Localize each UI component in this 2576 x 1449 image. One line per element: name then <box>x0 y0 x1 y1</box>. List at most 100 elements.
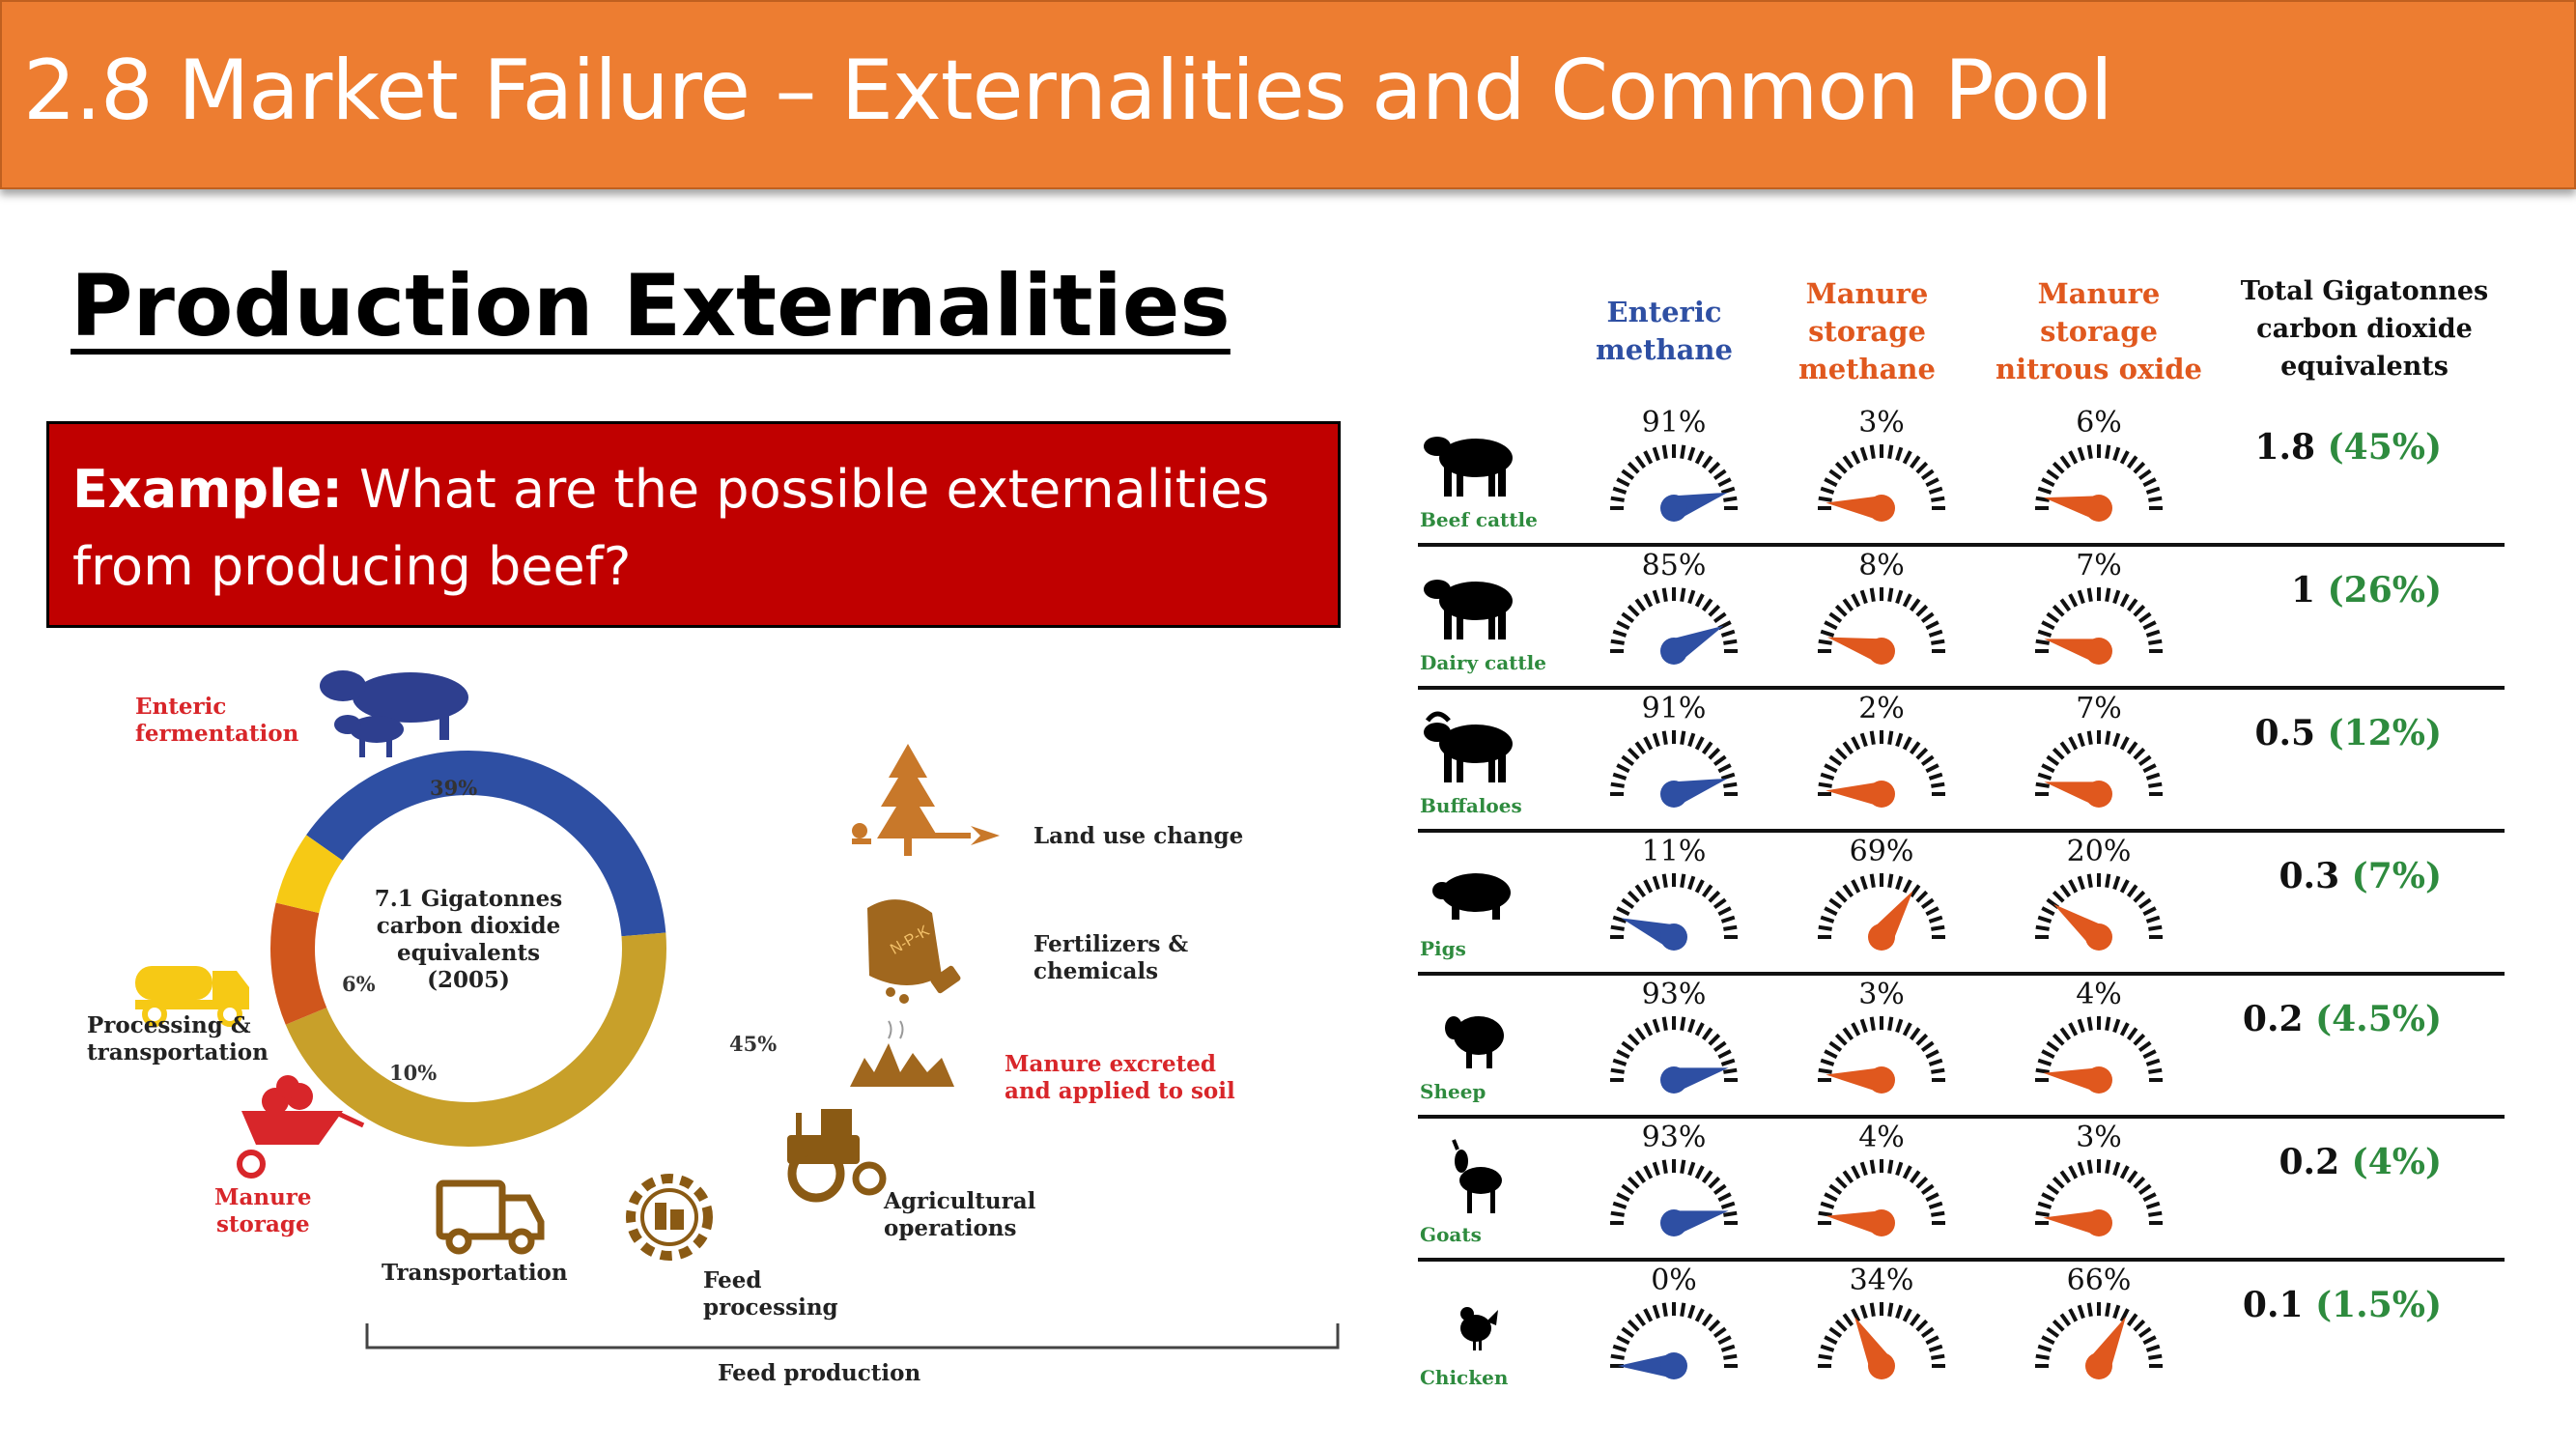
center-line-3: equivalents <box>397 940 540 966</box>
gauge-dial <box>2035 1302 2163 1379</box>
gauge-dial <box>1818 1159 1945 1236</box>
feed-processing-label: Feed processing <box>703 1267 838 1321</box>
total-value: 0.3 <box>2279 856 2352 896</box>
tractor-icon <box>787 1109 887 1203</box>
row-divider <box>1418 1115 2505 1119</box>
slice-processing <box>275 835 343 914</box>
gauge-dial <box>1818 1016 1945 1094</box>
percent-manure-nitrous: 6% <box>2076 406 2122 440</box>
percent-manure-methane: 34% <box>1849 1264 1914 1297</box>
example-box: Example: What are the possible externali… <box>46 421 1341 628</box>
percent-manure-nitrous: 7% <box>2076 549 2122 582</box>
total-emissions: 0.2 (4%) <box>2152 1142 2443 1182</box>
percent-manure-nitrous: 20% <box>2066 835 2132 868</box>
gauge-dial <box>1818 1302 1945 1379</box>
donut-chart <box>270 751 666 1147</box>
cow-icon <box>320 670 468 757</box>
manure-storage-label: Manure storage <box>214 1184 312 1237</box>
slide-title: 2.8 Market Failure – Externalities and C… <box>23 43 2113 139</box>
gauge-dial <box>2035 587 2163 665</box>
percent-manure-nitrous: 3% <box>2076 1121 2122 1154</box>
gauge-dial <box>1610 1016 1738 1094</box>
total-emissions: 0.5 (12%) <box>2152 713 2442 753</box>
tree-icon <box>852 744 1000 856</box>
section-heading: Production Externalities <box>71 256 1231 355</box>
goat-icon <box>1452 1139 1502 1213</box>
total-share: (12%) <box>2327 713 2442 753</box>
gauge-dial <box>1818 587 1945 665</box>
percent-manure-methane: 8% <box>1858 549 1905 582</box>
percent-manure-methane: 2% <box>1858 692 1905 725</box>
gauge-dial <box>1610 1302 1738 1379</box>
table-row: Pigs 11% 69% 20% 0.3 (7%) <box>1408 835 2500 978</box>
manure-excreted-label: Manure excreted and applied to soil <box>1005 1051 1235 1104</box>
percent-manure-methane: 3% <box>1858 978 1905 1011</box>
header-manure-methane: Manure storage methane <box>1798 277 1936 385</box>
slice-label-processing: 6% <box>342 972 376 996</box>
center-line-2: carbon dioxide <box>377 913 561 939</box>
land-use-label: Land use change <box>1033 823 1244 849</box>
total-share: (26%) <box>2327 570 2442 611</box>
gauge-dial <box>1610 730 1738 808</box>
percent-enteric: 0% <box>1651 1264 1697 1297</box>
total-value: 1.8 <box>2254 427 2328 468</box>
total-share: (4.5%) <box>2315 999 2442 1039</box>
gauge-dial <box>1818 873 1945 951</box>
feed-production-label: Feed production <box>718 1360 921 1386</box>
row-divider <box>1418 1258 2505 1262</box>
animal-label: Goats <box>1420 1223 1482 1246</box>
slice-label-feed: 45% <box>729 1032 777 1056</box>
percent-enteric: 85% <box>1641 549 1707 582</box>
gauge-dial <box>1610 587 1738 665</box>
manure-soil-icon <box>850 1020 954 1087</box>
gauge-dial <box>1610 1159 1738 1236</box>
animal-label: Pigs <box>1420 937 1466 960</box>
pig-icon <box>1432 873 1511 920</box>
title-bar: 2.8 Market Failure – Externalities and C… <box>0 0 2576 189</box>
header-enteric: Enteric methane <box>1596 296 1733 366</box>
sheep-icon <box>1445 1016 1504 1068</box>
row-divider <box>1418 686 2505 690</box>
table-row: Goats 93% 4% 3% 0.2 (4%) <box>1408 1121 2500 1264</box>
total-share: (7%) <box>2351 856 2442 896</box>
percent-enteric: 93% <box>1641 978 1707 1011</box>
slice-feed <box>285 932 666 1147</box>
table-row: Chicken 0% 34% 66% 0.1 (1.5%) <box>1408 1264 2500 1406</box>
total-emissions: 1 (26%) <box>2152 570 2442 611</box>
header-manure-nitrous: Manure storage nitrous oxide <box>1995 277 2202 385</box>
table-row: Beef cattle 91% 3% 6% 1.8 (45%) <box>1408 406 2500 549</box>
total-share: (1.5%) <box>2315 1285 2442 1325</box>
gauge-dial <box>2035 873 2163 951</box>
total-value: 0.5 <box>2254 713 2328 753</box>
emissions-infographic: 39% 45% 10% 6% 7.1 Gigatonnes carbon dio… <box>58 647 1352 1430</box>
total-value: 0.2 <box>2242 999 2316 1039</box>
slice-enteric <box>306 751 666 937</box>
total-share: (45%) <box>2327 427 2442 468</box>
chicken-icon <box>1460 1307 1498 1350</box>
animal-label: Beef cattle <box>1420 508 1538 531</box>
gauge-dial <box>2035 444 2163 522</box>
transportation-label: Transportation <box>382 1260 568 1286</box>
buffalo-icon <box>1424 711 1513 782</box>
percent-manure-nitrous: 4% <box>2076 978 2122 1011</box>
donut-chart-svg: 39% 45% 10% 6% 7.1 Gigatonnes carbon dio… <box>135 670 1340 1350</box>
wheelbarrow-icon <box>237 1075 365 1179</box>
feed-processing-icon <box>626 1174 713 1261</box>
gauge-dial <box>1610 873 1738 951</box>
truck-icon <box>436 1179 545 1255</box>
animal-label: Buffaloes <box>1420 794 1522 817</box>
agricultural-operations-label: Agricultural operations <box>884 1188 1036 1241</box>
slice-label-manure: 10% <box>389 1061 437 1085</box>
animal-label: Dairy cattle <box>1420 651 1546 674</box>
percent-enteric: 11% <box>1641 835 1707 868</box>
enteric-fermentation-label: Enteric fermentation <box>135 694 299 747</box>
percent-enteric: 91% <box>1641 692 1707 725</box>
animal-label: Sheep <box>1420 1080 1486 1103</box>
gauge-dial <box>1610 444 1738 522</box>
total-share: (4%) <box>2351 1142 2442 1182</box>
fertilizer-sack-icon: N-P-K <box>867 899 961 1004</box>
feed-production-bracket <box>365 1323 1340 1350</box>
total-value: 0.1 <box>2242 1285 2316 1325</box>
total-value: 1 <box>2291 570 2328 611</box>
percent-manure-nitrous: 7% <box>2076 692 2122 725</box>
